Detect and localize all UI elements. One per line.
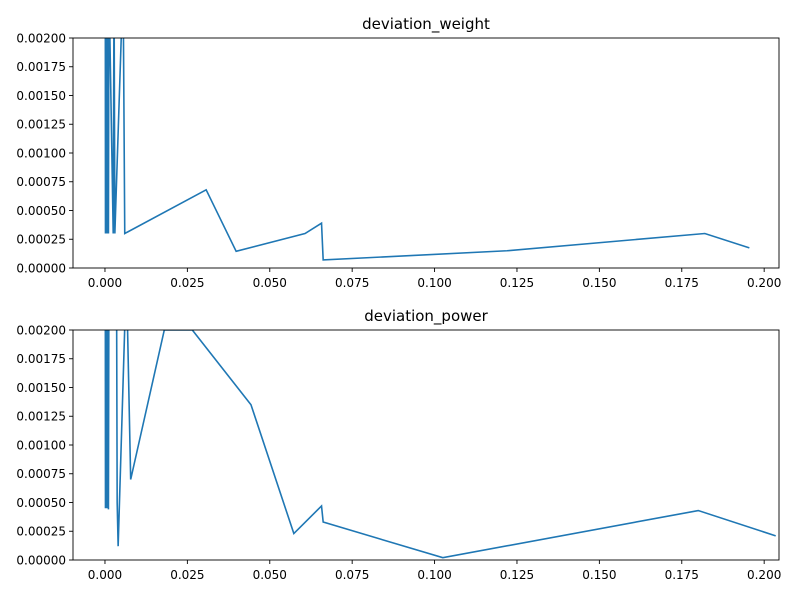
chart-title: deviation_power [364, 307, 488, 326]
y-tick-label: 0.00050 [16, 204, 66, 218]
series-line-0 [104, 38, 750, 261]
x-tick-label: 0.000 [88, 276, 122, 290]
x-tick-label: 0.150 [582, 276, 616, 290]
x-tick-label: 0.075 [335, 568, 369, 582]
x-tick-label: 0.175 [665, 568, 699, 582]
y-tick-label: 0.00100 [16, 146, 66, 160]
x-tick-label: 0.050 [253, 276, 287, 290]
y-tick-label: 0.00025 [16, 233, 66, 247]
y-tick-label: 0.00150 [16, 381, 66, 395]
x-tick-label: 0.075 [335, 276, 369, 290]
y-tick-label: 0.00000 [16, 261, 66, 275]
x-tick-label: 0.025 [170, 568, 204, 582]
axes-frame [72, 37, 780, 269]
y-tick-label: 0.00200 [16, 323, 66, 337]
subplot-deviation-power: 0.000 0.025 0.050 0.075 0.100 0.125 0.150 0.175… [16, 307, 781, 582]
y-tick-label: 0.00125 [16, 410, 66, 424]
series-line-0 [104, 330, 776, 559]
y-tick-label: 0.00175 [16, 60, 66, 74]
x-tick-label: 0.125 [500, 276, 534, 290]
y-tick-label: 0.00150 [16, 89, 66, 103]
y-tick-label: 0.00200 [16, 31, 66, 45]
x-tick-label: 0.025 [170, 276, 204, 290]
chart-title: deviation_weight [362, 15, 490, 34]
y-tick-label: 0.00125 [16, 118, 66, 132]
y-tick-label: 0.00100 [16, 438, 66, 452]
x-tick-label: 0.000 [88, 568, 122, 582]
y-tick-label: 0.00050 [16, 496, 66, 510]
x-tick-label: 0.125 [500, 568, 534, 582]
subplot-deviation-weight: 0.000 0.025 0.050 0.075 0.100 0.125 0.150 0.175… [16, 15, 781, 290]
y-tick-label: 0.00000 [16, 553, 66, 567]
x-tick-label: 0.200 [747, 276, 781, 290]
axes-frame [72, 329, 780, 561]
x-tick-label: 0.050 [253, 568, 287, 582]
x-tick-label: 0.100 [417, 276, 451, 290]
x-tick-label: 0.150 [582, 568, 616, 582]
x-tick-label: 0.200 [747, 568, 781, 582]
y-tick-label: 0.00025 [16, 525, 66, 539]
y-tick-label: 0.00075 [16, 467, 66, 481]
y-tick-label: 0.00075 [16, 175, 66, 189]
x-tick-label: 0.175 [665, 276, 699, 290]
y-tick-label: 0.00175 [16, 352, 66, 366]
x-tick-label: 0.100 [417, 568, 451, 582]
